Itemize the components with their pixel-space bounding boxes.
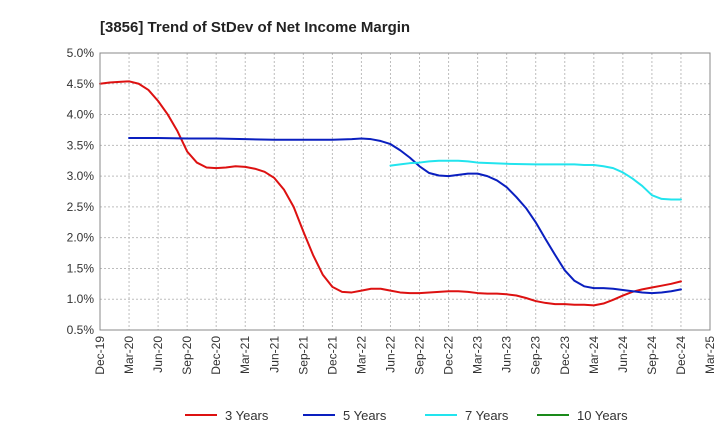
x-tick-label: Dec-22 <box>442 336 456 375</box>
y-tick-label: 3.0% <box>67 169 95 183</box>
legend-label: 5 Years <box>343 408 387 423</box>
x-tick-label: Mar-22 <box>354 336 368 374</box>
x-tick-label: Sep-20 <box>180 336 194 375</box>
chart-title: [3856] Trend of StDev of Net Income Marg… <box>100 19 410 36</box>
y-tick-label: 1.5% <box>67 261 95 275</box>
axes: 0.5% 1.0% 1.5% 2.0% 2.5% 3.0% 3.5% 4.0% 4.5% 5.0%… <box>67 46 717 375</box>
legend-label: 7 Years <box>465 408 509 423</box>
plot-frame <box>99 52 711 331</box>
x-tick-label: Sep-21 <box>296 336 310 375</box>
legend: 3 Years 5 Years 7 Years 10 Years <box>185 408 628 423</box>
y-tick-label: 5.0% <box>67 46 95 60</box>
legend-label: 10 Years <box>577 408 628 423</box>
series-line-5-years <box>128 136 682 295</box>
x-tick-label: Sep-23 <box>529 336 543 375</box>
x-tick-label: Jun-22 <box>383 336 397 373</box>
x-tick-label: Mar-20 <box>122 336 136 374</box>
x-tick-label: Dec-24 <box>674 336 688 375</box>
x-tick-label: Dec-19 <box>93 336 107 375</box>
x-tick-label: Jun-20 <box>151 336 165 373</box>
x-tick-label: Mar-23 <box>471 336 485 374</box>
x-tick-label: Mar-25 <box>703 336 717 374</box>
x-tick-label: Sep-24 <box>645 336 659 375</box>
series-lines <box>99 80 682 307</box>
x-tick-label: Dec-21 <box>325 336 339 375</box>
y-tick-label: 4.0% <box>67 108 95 122</box>
y-tick-label: 2.5% <box>67 200 95 214</box>
x-tick-label: Jun-21 <box>267 336 281 373</box>
x-tick-label: Sep-22 <box>413 336 427 375</box>
x-tick-label: Dec-23 <box>558 336 572 375</box>
x-tick-label: Mar-24 <box>587 336 601 374</box>
x-tick-label: Jun-24 <box>616 336 630 373</box>
y-tick-label: 4.5% <box>67 77 95 91</box>
legend-label: 3 Years <box>225 408 269 423</box>
x-tick-label: Jun-23 <box>500 336 514 373</box>
y-tick-label: 3.5% <box>67 138 95 152</box>
x-tick-label: Mar-21 <box>238 336 252 374</box>
y-tick-label: 2.0% <box>67 231 95 245</box>
series-line-3-years <box>99 80 682 307</box>
x-tick-label: Dec-20 <box>209 336 223 375</box>
series-line-7-years <box>389 159 682 201</box>
y-tick-label: 0.5% <box>67 323 95 337</box>
y-tick-label: 1.0% <box>67 292 95 306</box>
